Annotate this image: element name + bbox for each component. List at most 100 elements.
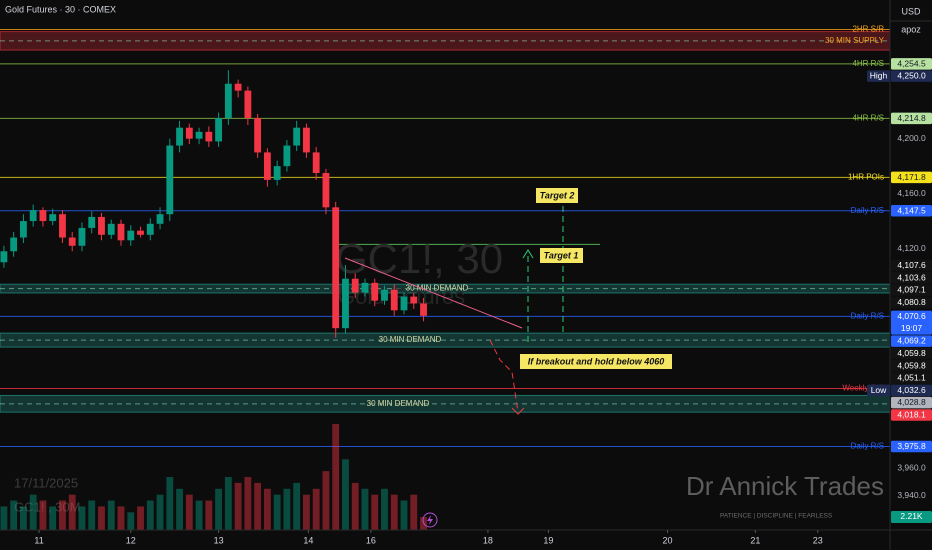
currency[interactable]: USD — [901, 6, 921, 16]
volume-bar — [39, 500, 47, 530]
volume-bar — [166, 477, 174, 530]
y-tick-label: 4,120.0 — [897, 243, 926, 253]
volume-bar — [49, 506, 57, 530]
y-tick-label: 4,160.0 — [897, 188, 926, 198]
candle-body — [303, 127, 310, 153]
candle-body — [224, 83, 232, 119]
volume-bar — [205, 500, 213, 530]
volume-bar — [381, 488, 388, 530]
volume-bar — [146, 500, 154, 530]
candle-body — [146, 223, 154, 235]
arrow-head — [511, 407, 525, 415]
chart-title: Gold Futures · 30 · COMEX — [5, 4, 116, 14]
x-tick-label: 20 — [662, 535, 672, 545]
level-label: 2HR S/R — [852, 25, 884, 34]
price-label-box — [891, 112, 932, 125]
volume-bar — [332, 424, 340, 530]
price-label-box — [891, 310, 932, 335]
candle-body — [185, 127, 193, 139]
volume-bar — [351, 482, 359, 530]
candle-body — [29, 210, 37, 222]
annotation-box — [520, 354, 672, 369]
y-tick-label: 4,200.0 — [897, 133, 926, 143]
date: 17/11/2025 — [14, 475, 78, 490]
x-tick-label: 16 — [366, 535, 376, 545]
level-label: Daily R/S — [851, 442, 884, 451]
volume-bar — [10, 500, 18, 530]
zone-label: 30 MIN DEMAND — [379, 335, 442, 344]
candle-body — [68, 237, 76, 246]
volume-bar — [244, 477, 252, 530]
price-label: 4,070.6 — [897, 311, 926, 321]
volume-bar — [0, 506, 8, 530]
candle-body — [322, 173, 330, 208]
candle-body — [332, 207, 340, 329]
volume-bar — [224, 477, 232, 530]
price-label: 4,097.1 — [897, 285, 926, 295]
price-tag: High — [870, 71, 888, 81]
x-tick-label: 11 — [34, 535, 43, 545]
volume-bar — [98, 506, 105, 530]
watermark-symbol: GC1!, 30 — [335, 235, 503, 282]
motto: PATIENCE | DISCIPLINE | FEARLESS — [720, 513, 833, 520]
price-label-box — [891, 284, 932, 296]
alert-icon[interactable] — [422, 512, 438, 528]
price-label-box — [891, 171, 932, 184]
candle-body — [244, 90, 252, 119]
volume-bar — [342, 459, 349, 530]
price-label: 4,051.1 — [897, 373, 926, 383]
annotation-box — [536, 188, 578, 203]
candle-body — [78, 227, 86, 246]
candle-body — [39, 210, 47, 222]
volume-bar — [195, 500, 203, 530]
candle-body — [273, 166, 281, 180]
volume-bar — [263, 488, 271, 530]
level-label: Daily R/S — [851, 311, 884, 320]
x-tick-label: 14 — [303, 535, 313, 545]
level-label: Weekly R/S — [842, 384, 884, 393]
volume-bar — [68, 494, 76, 530]
price-label: 4,214.8 — [897, 113, 926, 123]
x-tick-label: 13 — [214, 535, 224, 545]
candle-body — [166, 145, 174, 215]
price-label-box — [891, 372, 932, 384]
candle-body — [10, 237, 18, 252]
level-label: 4HR R/S — [852, 59, 884, 68]
annotation: Target 2 — [540, 190, 575, 200]
price-label: 3,975.8 — [897, 441, 926, 451]
price-label-box — [891, 58, 932, 70]
price-label-box — [891, 440, 932, 453]
price-label: 4,059.8 — [897, 360, 926, 370]
volume-bar — [234, 482, 242, 530]
volume-bar — [361, 488, 369, 530]
price-tag-box — [867, 70, 890, 82]
volume-bar — [371, 494, 379, 530]
x-tick-label: 18 — [483, 535, 493, 545]
footer: GC1! , 30M — [14, 499, 80, 514]
level-label: 4HR R/S — [852, 113, 884, 122]
x-tick-label: 23 — [813, 535, 823, 545]
candle-body — [371, 282, 379, 301]
volume-bar — [283, 488, 291, 530]
volume-bar — [185, 494, 193, 530]
annotation-box — [540, 248, 583, 263]
price-label: 4,254.5 — [897, 58, 926, 68]
x-tick-label: 19 — [543, 535, 553, 545]
price-label: 4,080.8 — [897, 297, 926, 307]
candle-body — [283, 145, 291, 167]
price-label: 4,250.0 — [897, 71, 926, 81]
price-label-box — [891, 272, 932, 284]
candle-body — [176, 127, 183, 146]
candle-body — [195, 131, 203, 139]
candle-body — [234, 83, 242, 91]
zone-label: 30 MIN DEMAND — [367, 399, 430, 408]
price-tag-box — [867, 384, 890, 397]
candle-body — [381, 289, 388, 301]
candle-body — [0, 251, 8, 263]
candle-body — [205, 131, 213, 142]
price-label: 4,069.2 — [897, 336, 926, 346]
y-tick-label: 3,940.0 — [897, 490, 926, 500]
level-label: 1HR POIs — [848, 173, 884, 182]
candle-body — [361, 282, 369, 293]
